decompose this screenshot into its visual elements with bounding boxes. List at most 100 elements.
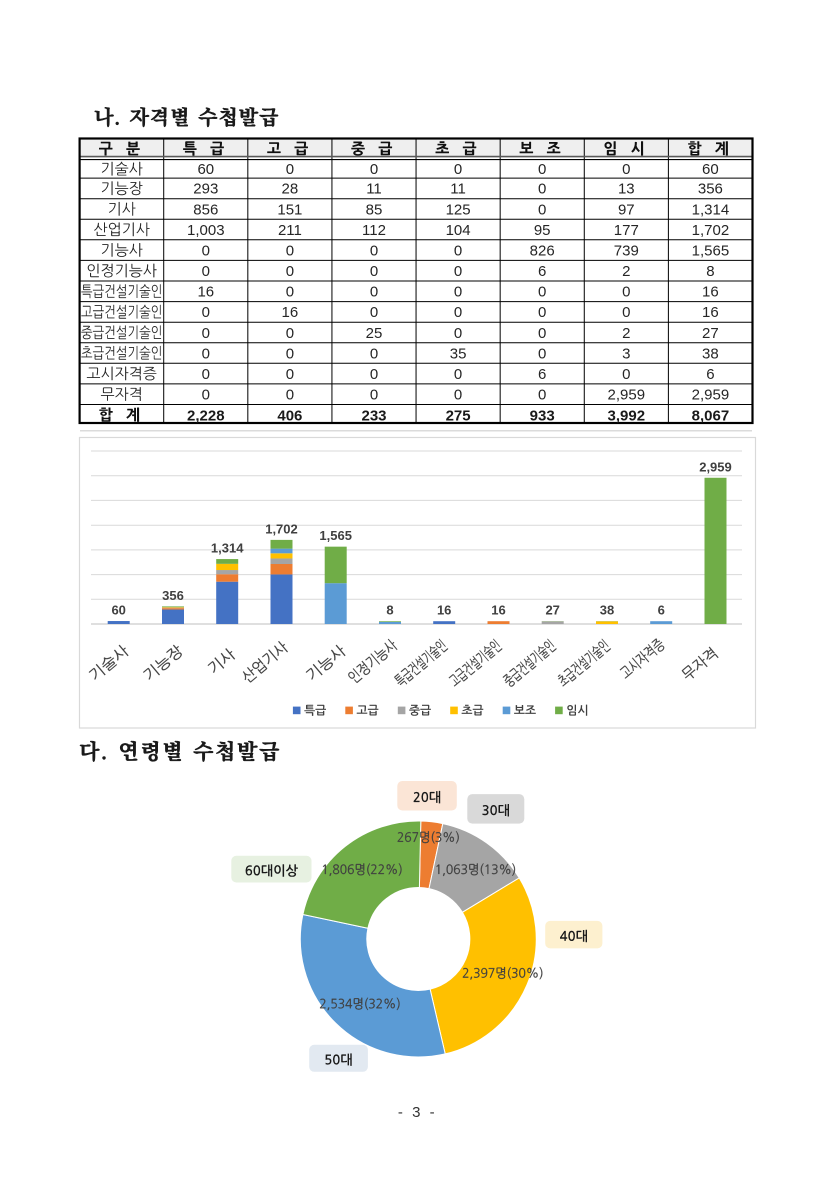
svg-text:0: 0 [370,304,378,321]
svg-text:16: 16 [702,284,719,301]
svg-text:38: 38 [702,345,719,362]
svg-text:0: 0 [286,263,294,280]
svg-text:95: 95 [534,222,551,239]
svg-text:0: 0 [370,345,378,362]
svg-text:0: 0 [370,242,378,259]
svg-text:0: 0 [286,366,294,383]
svg-text:85: 85 [366,201,383,218]
svg-text:0: 0 [538,284,546,301]
svg-text:0: 0 [454,263,462,280]
svg-text:275: 275 [446,407,471,424]
svg-text:0: 0 [286,345,294,362]
svg-text:0: 0 [622,161,630,178]
svg-text:8,067: 8,067 [692,407,730,424]
svg-text:0: 0 [538,181,546,198]
svg-text:16: 16 [437,603,451,618]
svg-text:933: 933 [530,407,555,424]
svg-text:2,959: 2,959 [608,387,646,404]
svg-text:0: 0 [286,242,294,259]
svg-text:112: 112 [362,222,386,239]
svg-text:211: 211 [278,222,302,239]
svg-text:151: 151 [277,201,302,218]
svg-text:0: 0 [454,284,462,301]
svg-text:0: 0 [538,387,546,404]
svg-text:0: 0 [286,284,294,301]
svg-text:8: 8 [386,603,393,618]
svg-text:35: 35 [450,345,467,362]
svg-text:0: 0 [286,325,294,342]
svg-text:2,959: 2,959 [699,459,732,474]
svg-text:0: 0 [454,242,462,259]
svg-text:0: 0 [370,284,378,301]
svg-text:0: 0 [538,325,546,342]
svg-text:0: 0 [202,387,210,404]
svg-text:0: 0 [454,366,462,383]
svg-text:0: 0 [202,304,210,321]
svg-text:233: 233 [361,407,386,424]
svg-text:2,228: 2,228 [187,407,225,424]
svg-text:16: 16 [491,603,505,618]
svg-text:0: 0 [202,242,210,259]
svg-text:60: 60 [702,161,719,178]
svg-text:0: 0 [202,325,210,342]
svg-text:0: 0 [202,345,210,362]
svg-text:0: 0 [454,325,462,342]
svg-text:0: 0 [286,161,294,178]
svg-text:13: 13 [618,181,635,198]
svg-text:0: 0 [454,304,462,321]
svg-text:8: 8 [706,263,714,280]
svg-text:356: 356 [162,588,184,603]
svg-text:856: 856 [193,201,218,218]
svg-text:356: 356 [698,181,723,198]
svg-text:1,314: 1,314 [692,201,730,218]
svg-text:0: 0 [538,304,546,321]
svg-text:0: 0 [202,366,210,383]
svg-text:2: 2 [622,325,630,342]
svg-text:27: 27 [702,325,719,342]
svg-text:0: 0 [622,366,630,383]
svg-text:0: 0 [370,366,378,383]
svg-text:0: 0 [538,161,546,178]
svg-text:6: 6 [706,366,714,383]
svg-text:6: 6 [538,366,546,383]
svg-text:0: 0 [454,387,462,404]
svg-text:1,565: 1,565 [319,528,352,543]
svg-text:3,992: 3,992 [608,407,646,424]
svg-text:1,702: 1,702 [692,222,730,239]
svg-text:25: 25 [366,325,383,342]
svg-text:6: 6 [538,263,546,280]
svg-text:16: 16 [702,304,719,321]
svg-text:1,314: 1,314 [211,541,244,556]
svg-text:0: 0 [538,345,546,362]
svg-text:38: 38 [600,603,614,618]
svg-text:16: 16 [197,284,214,301]
svg-text:125: 125 [446,201,471,218]
svg-text:0: 0 [286,387,294,404]
svg-text:2,959: 2,959 [692,387,730,404]
svg-text:826: 826 [530,242,555,259]
svg-text:1,702: 1,702 [265,521,298,536]
svg-text:0: 0 [622,284,630,301]
svg-text:0: 0 [370,387,378,404]
svg-text:0: 0 [622,304,630,321]
svg-text:0: 0 [370,161,378,178]
svg-text:60: 60 [197,161,214,178]
svg-text:0: 0 [454,161,462,178]
svg-text:3: 3 [622,345,630,362]
svg-text:177: 177 [614,222,639,239]
svg-text:11: 11 [450,181,466,198]
svg-text:1,003: 1,003 [187,222,225,239]
svg-text:739: 739 [614,242,639,259]
svg-text:28: 28 [282,181,299,198]
svg-text:27: 27 [545,603,559,618]
svg-text:293: 293 [193,181,218,198]
svg-text:104: 104 [446,222,471,239]
svg-text:0: 0 [370,263,378,280]
svg-text:6: 6 [658,603,665,618]
svg-text:97: 97 [618,201,635,218]
svg-text:11: 11 [366,181,382,198]
svg-text:406: 406 [277,407,302,424]
svg-text:2: 2 [622,263,630,280]
svg-text:0: 0 [202,263,210,280]
svg-text:60: 60 [111,603,125,618]
